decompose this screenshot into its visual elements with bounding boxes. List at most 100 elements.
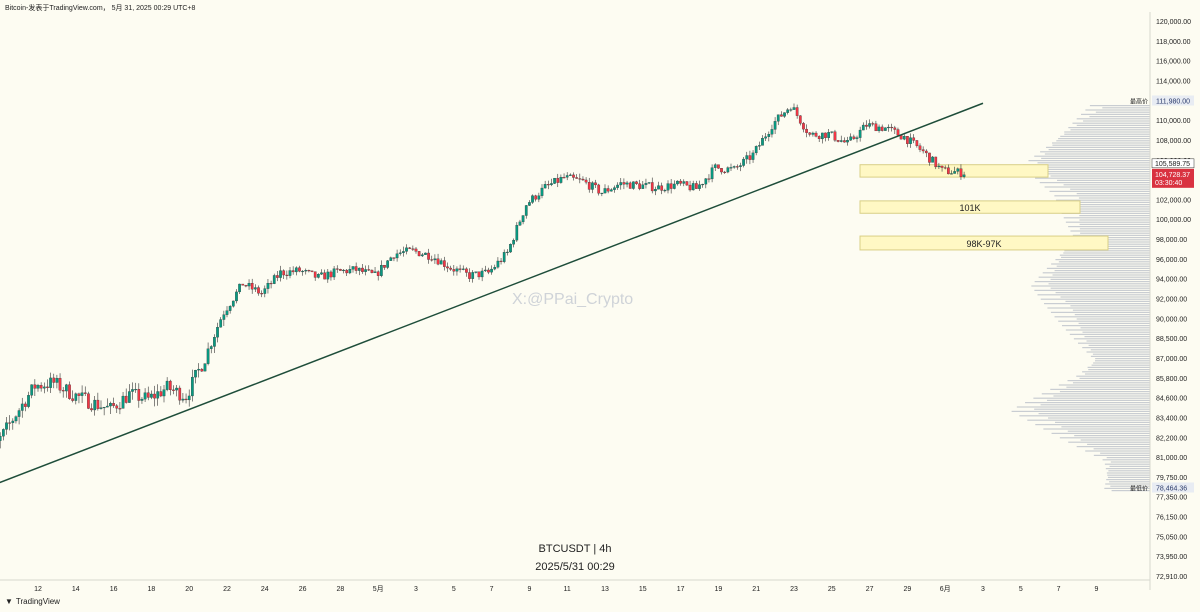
candle-body (487, 269, 490, 273)
price-tick-label: 110,000.00 (1156, 118, 1191, 125)
candle-body (896, 129, 900, 136)
candle-body (931, 156, 934, 163)
price-tag-countdown: 03:30:40 (1155, 180, 1182, 187)
candle-body (187, 395, 191, 401)
candle-body (20, 403, 24, 411)
candle-body (102, 406, 106, 409)
time-tick-label: 16 (110, 586, 118, 593)
candle-body (742, 158, 745, 166)
candle-body (754, 146, 758, 154)
candle-body (802, 123, 805, 130)
candle-body (770, 129, 774, 135)
trendline (0, 102, 984, 484)
candle-body (906, 136, 909, 144)
candle-body (392, 257, 396, 259)
price-tag-current (1152, 168, 1194, 188)
time-tick-label: 11 (564, 586, 571, 593)
candle-body (691, 183, 695, 191)
price-tick-label: 79,750.00 (1156, 475, 1187, 482)
candle-body (817, 136, 821, 140)
candle-body (197, 368, 200, 371)
candle-body (928, 152, 931, 163)
candle-body (518, 221, 522, 226)
candle-body (209, 346, 213, 349)
price-tick-label: 85,800.00 (1156, 376, 1187, 383)
candle-body (619, 182, 623, 186)
candle-body (855, 137, 859, 139)
candle-body (458, 268, 462, 270)
candle-body (27, 395, 30, 407)
candle-body (276, 275, 279, 278)
candle-body (953, 171, 957, 174)
high-value: 111,980.00 (1156, 98, 1190, 105)
candle-body (934, 156, 938, 168)
price-tick-label: 76,150.00 (1156, 515, 1187, 522)
candle-body (465, 268, 468, 273)
candle-body (446, 266, 449, 269)
volume-profile (1011, 105, 1150, 492)
tradingview-logo[interactable]: ▼ TradingView (5, 597, 60, 606)
candle-body (729, 167, 733, 169)
candle-body (455, 268, 459, 272)
price-tick-label: 87,000.00 (1156, 356, 1187, 363)
candle-body (565, 175, 569, 178)
candle-body (499, 260, 503, 262)
time-tick-label: 3 (981, 586, 985, 593)
time-axis[interactable]: 12 14 16 18 20 22 24 26 28 5月 3 5 7 9 11 13 15 17 19 21 23 25… (0, 579, 1150, 593)
candle-body (216, 327, 219, 338)
time-tick-label: 3 (414, 586, 418, 593)
candle-body (594, 182, 597, 186)
candle-body (695, 183, 698, 189)
candle-body (244, 285, 248, 287)
candle-body (121, 395, 125, 409)
time-tick-label: 20 (185, 586, 193, 593)
candle-body (843, 140, 846, 143)
price-axis[interactable]: 120,000.00 118,000.00 116,000.00 114,000.00… (1130, 12, 1195, 590)
candle-body (449, 267, 453, 270)
time-tick-label: 18 (148, 586, 156, 593)
candle-body (496, 260, 500, 268)
candle-body (679, 180, 682, 184)
candle-body (676, 180, 679, 185)
candle-body (420, 254, 424, 257)
candle-body (42, 386, 46, 389)
candle-body (395, 253, 399, 259)
time-tick-label: 7 (1057, 586, 1061, 593)
candle-body (348, 269, 352, 274)
candle-body (918, 145, 922, 150)
candle-body (950, 173, 953, 175)
candle-body (597, 184, 601, 194)
candle-body (515, 225, 519, 241)
candle-body (751, 152, 755, 160)
candle-body (159, 391, 163, 397)
price-tick-label: 114,000.00 (1156, 78, 1191, 85)
time-tick-label: 13 (601, 586, 609, 593)
candle-body (307, 270, 311, 272)
candle-body (534, 195, 538, 200)
candle-body (172, 389, 175, 391)
candle-body (137, 389, 141, 401)
candle-body (663, 190, 667, 192)
candle-body (704, 178, 708, 185)
candle-body (285, 274, 289, 276)
candle-body (357, 267, 361, 271)
tradingview-logo-text: TradingView (15, 597, 60, 606)
candle-body (99, 407, 103, 409)
candle-body (194, 369, 197, 378)
candle-body (225, 310, 229, 315)
price-tick-label: 102,000.00 (1156, 197, 1191, 204)
price-tag-current-value: 104,728.37 (1155, 172, 1190, 179)
candle-body (764, 136, 768, 139)
candle-body (398, 252, 402, 254)
candle-body (313, 271, 317, 278)
candle-body (468, 272, 471, 279)
candle-body (39, 385, 43, 389)
time-tick-label: 5 (1019, 586, 1023, 593)
candle-body (824, 132, 827, 138)
candle-body (701, 183, 705, 186)
date-label: 2025/5/31 00:29 (535, 561, 615, 573)
candle-body (682, 181, 686, 184)
candle-body (471, 272, 475, 279)
candle-body (669, 183, 673, 189)
